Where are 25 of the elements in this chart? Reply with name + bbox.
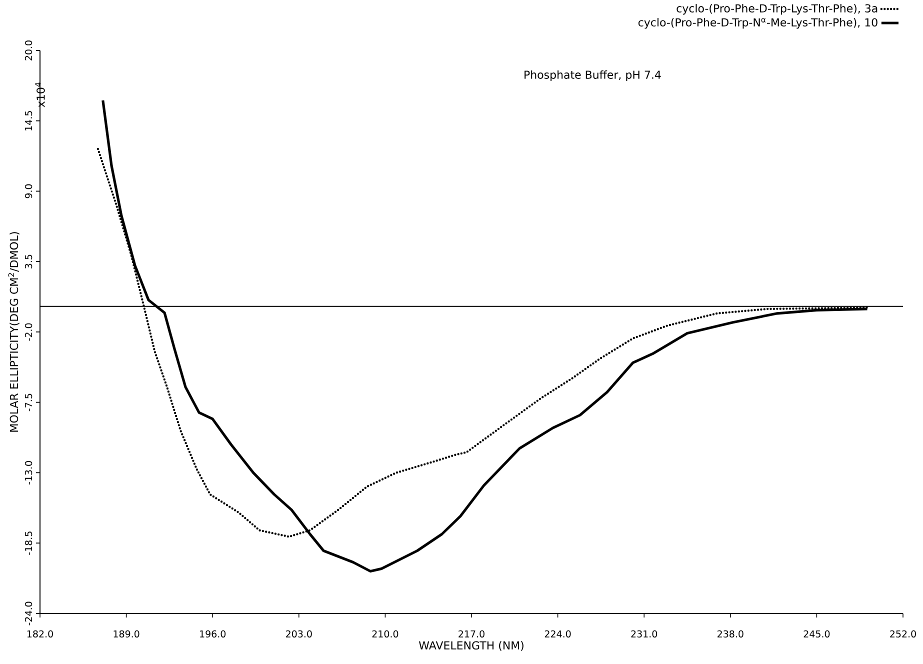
x-tick-label: 245.0 bbox=[804, 630, 830, 638]
y-tick-label: 20.0 bbox=[24, 40, 32, 60]
y-tick-label: -24.0 bbox=[24, 602, 32, 626]
y-tick-label: 9.0 bbox=[24, 184, 32, 198]
x-tick-label: 217.0 bbox=[458, 630, 484, 638]
y-axis-title: MOLAR ELLIPTICITY(DEG CM$^{2}$/DMOL) bbox=[8, 232, 20, 432]
x-tick-label: 231.0 bbox=[631, 630, 658, 638]
x-tick-label: 252.0 bbox=[890, 630, 916, 638]
y-tick-label: -13.0 bbox=[24, 460, 32, 484]
y-tick-label: 14.5 bbox=[25, 110, 32, 130]
x-tick-label: 224.0 bbox=[544, 630, 571, 638]
x-tick-label: 189.0 bbox=[114, 630, 140, 638]
y-tick-label: -18.5 bbox=[24, 531, 32, 555]
y-tick-label: -2.0 bbox=[24, 323, 32, 341]
x-axis-title: WAVELENGTH (NM) bbox=[418, 640, 524, 651]
y-tick-label: -7.5 bbox=[25, 394, 32, 411]
x-tick-label: 210.0 bbox=[372, 630, 398, 638]
y-tick-label: 3.5 bbox=[24, 254, 32, 268]
x-tick-label: 182.0 bbox=[27, 630, 53, 638]
legend-label: cyclo-(Pro-Phe-D-Trp-N$^{α}$-Me-Lys-Thr-Phe), 10 bbox=[638, 18, 878, 28]
legend-label: cyclo-(Pro-Phe-D-Trp-Lys-Thr-Phe), 3a bbox=[676, 4, 878, 14]
x-tick-label: 203.0 bbox=[286, 630, 312, 638]
x-tick-label: 196.0 bbox=[200, 630, 226, 638]
annotation: Phosphate Buffer, pH 7.4 bbox=[524, 70, 661, 81]
x-tick-label: 238.0 bbox=[717, 630, 744, 638]
